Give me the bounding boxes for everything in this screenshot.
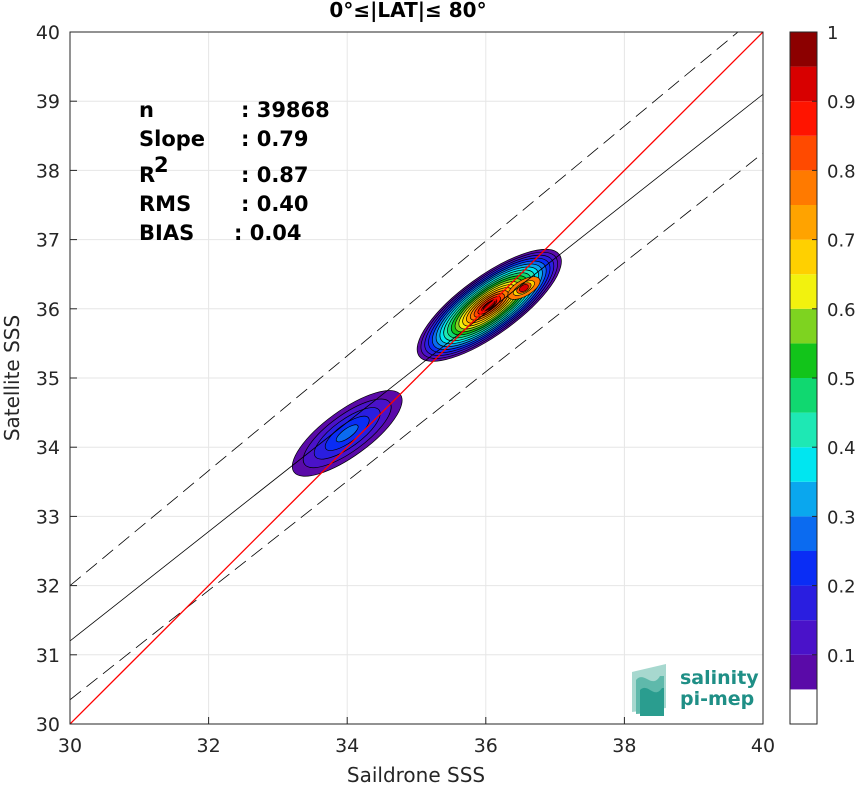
- stat-label: R: [139, 163, 155, 187]
- grid: [69, 31, 764, 725]
- colorbar-swatch: [790, 516, 817, 551]
- colorbar-swatch: [790, 274, 817, 309]
- colorbar-tick-label: 0.2: [827, 577, 856, 598]
- logo-line2: pi-mep: [680, 688, 754, 710]
- colorbar-tick-label: 0.1: [827, 646, 856, 667]
- identity-line: [70, 32, 763, 724]
- y-tick-label: 38: [36, 160, 60, 182]
- colorbar-swatch: [790, 689, 817, 724]
- y-tick-label: 36: [36, 299, 60, 321]
- y-tick-label: 31: [36, 645, 60, 667]
- y-axis-ticks: 30 31 32 33 34 35 36 37 38 39 40: [36, 22, 77, 736]
- x-tick-label: 34: [335, 735, 359, 757]
- x-tick-label: 36: [474, 735, 498, 757]
- y-tick-label: 37: [36, 230, 60, 252]
- reference-lines: [70, 32, 763, 724]
- stat-value: : 0.87: [241, 163, 309, 187]
- upper-dashed-line: [70, 32, 739, 586]
- x-axis-ticks: 30 32 34 36 38 40: [58, 717, 775, 757]
- colorbar-swatch: [790, 447, 817, 482]
- colorbar-swatch: [790, 585, 817, 621]
- colorbar: 0.1 0.2 0.3 0.4 0.5 0.6 0.7 0.8 0.9 1: [789, 23, 856, 725]
- colorbar-tick-label: 0.8: [827, 161, 856, 182]
- colorbar-swatch: [790, 101, 817, 136]
- colorbar-tick-label: 1: [827, 23, 838, 44]
- stat-label: RMS: [139, 192, 191, 216]
- stat-label: BIAS: [139, 221, 194, 245]
- x-tick-label: 40: [751, 735, 775, 757]
- colorbar-swatch: [790, 205, 817, 240]
- x-tick-label: 30: [58, 735, 82, 757]
- y-tick-label: 30: [36, 714, 60, 736]
- chart-title: 0°≤|LAT|≤ 80°: [329, 0, 486, 22]
- stat-label: n: [139, 98, 154, 122]
- salinity-pi-mep-logo: salinity pi-mep: [632, 664, 759, 716]
- colorbar-swatch: [790, 412, 817, 448]
- density-level-secondary: [519, 284, 529, 292]
- stat-superscript: 2: [154, 153, 169, 177]
- stat-value: : 0.04: [234, 221, 302, 245]
- colorbar-tick-label: 0.7: [827, 231, 856, 252]
- y-axis-label: Satellite SSS: [0, 315, 24, 441]
- stats-box: n : 39868 Slope : 0.79 R2 : 0.87 RMS : 0.40 BIAS…: [139, 98, 330, 245]
- y-tick-label: 34: [36, 437, 60, 459]
- colorbar-tick-label: 0.9: [827, 92, 856, 113]
- colorbar-swatch: [790, 170, 817, 205]
- y-tick-label: 35: [36, 368, 60, 390]
- colorbar-swatch: [790, 32, 817, 67]
- colorbar-tick-label: 0.6: [827, 300, 856, 321]
- colorbar-swatch: [790, 343, 817, 378]
- colorbar-tick-label: 0.4: [827, 438, 856, 459]
- plot-area: [69, 31, 764, 725]
- colorbar-tick-label: 0.5: [827, 369, 856, 390]
- colorbar-swatch: [790, 308, 817, 344]
- stat-value: : 0.40: [241, 192, 309, 216]
- x-tick-label: 32: [197, 735, 221, 757]
- colorbar-swatch: [790, 551, 817, 586]
- stat-value: : 39868: [241, 98, 330, 122]
- y-tick-label: 39: [36, 91, 60, 113]
- colorbar-swatch: [790, 66, 817, 102]
- logo-line1: salinity: [680, 667, 759, 689]
- y-tick-label: 40: [36, 22, 60, 44]
- stat-value: : 0.79: [241, 127, 309, 151]
- stat-label: Slope: [139, 127, 205, 151]
- density-level-small: [335, 424, 359, 443]
- colorbar-swatch: [790, 620, 817, 655]
- colorbar-swatch: [790, 481, 817, 517]
- y-tick-label: 33: [36, 506, 60, 528]
- logo-wave-icon: [632, 664, 666, 716]
- colorbar-swatch: [790, 135, 817, 171]
- x-tick-label: 38: [612, 735, 636, 757]
- y-tick-label: 32: [36, 576, 60, 598]
- colorbar-swatch: [790, 654, 817, 690]
- colorbar-tick-label: 0.3: [827, 507, 856, 528]
- colorbar-swatch: [790, 378, 817, 413]
- x-axis-label: Saildrone SSS: [347, 763, 485, 786]
- regression-line: [70, 93, 763, 642]
- colorbar-swatch: [790, 239, 817, 275]
